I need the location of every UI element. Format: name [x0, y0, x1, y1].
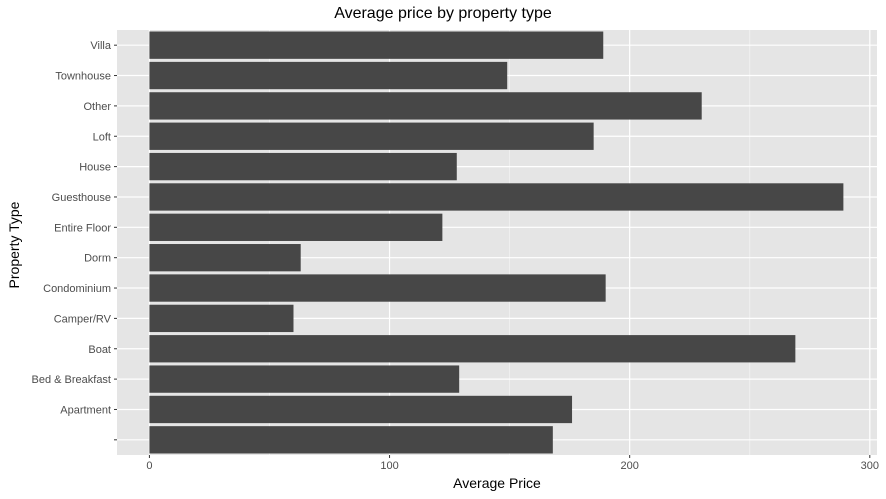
bar [149, 213, 443, 241]
bar [149, 395, 573, 424]
x-tick-label: 0 [146, 460, 152, 472]
y-tick-label: Townhouse [55, 71, 111, 83]
x-axis-title: Average Price [453, 475, 541, 491]
y-tick-label: Bed & Breakfast [32, 374, 112, 386]
y-tick-label: Boat [88, 344, 111, 356]
x-tick-label: 200 [620, 460, 638, 472]
bar [149, 365, 460, 393]
y-tick-label: Camper/RV [54, 313, 112, 325]
y-tick-label: Guesthouse [52, 192, 111, 204]
x-tick-label: 300 [861, 460, 879, 472]
bar [149, 304, 294, 333]
y-tick-label: Dorm [84, 253, 111, 265]
y-tick-label: House [79, 162, 111, 174]
bar [149, 274, 606, 302]
bar [149, 61, 508, 90]
bar [149, 244, 301, 272]
bar [149, 183, 844, 211]
x-tick-label: 100 [380, 460, 398, 472]
bar [149, 426, 553, 454]
y-tick-label: Villa [90, 40, 111, 52]
bar [149, 31, 604, 59]
chart-title: Average price by property type [334, 5, 552, 22]
y-tick-label: Condominium [43, 283, 111, 295]
bar [149, 152, 457, 181]
y-tick-label: Entire Floor [54, 222, 111, 234]
y-tick-label: Other [83, 101, 111, 113]
y-tick-label: Apartment [60, 404, 111, 416]
y-axis-title: Property Type [6, 201, 22, 289]
bar [149, 122, 594, 150]
bar [149, 335, 796, 363]
y-tick-label: Loft [93, 131, 111, 143]
bar [149, 92, 702, 120]
